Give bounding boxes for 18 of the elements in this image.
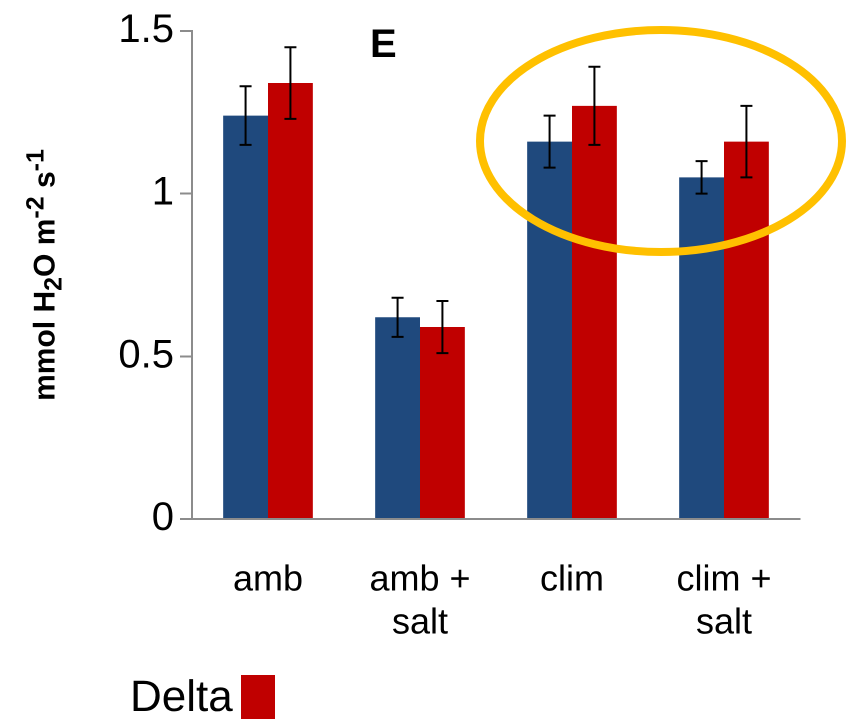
bar [679, 177, 724, 518]
y-tick-label: 0.5 [118, 332, 174, 376]
legend-label: Delta [130, 672, 233, 722]
bar [223, 116, 268, 518]
y-tick-label: 0 [152, 495, 174, 540]
y-tick-label: 1 [152, 170, 174, 214]
x-tick-label: amb + salt [369, 558, 471, 642]
x-tick-label: amb [232, 558, 304, 599]
bar [572, 106, 617, 518]
y-tick-label: 1.5 [118, 7, 174, 52]
chart-title: E [370, 22, 397, 67]
bar [724, 142, 769, 518]
bar [268, 83, 313, 518]
bar [375, 317, 420, 518]
bar [420, 327, 465, 518]
x-tick-label: clim [540, 558, 604, 599]
x-tick-label: clim + salt [676, 558, 772, 642]
bar [527, 142, 572, 518]
